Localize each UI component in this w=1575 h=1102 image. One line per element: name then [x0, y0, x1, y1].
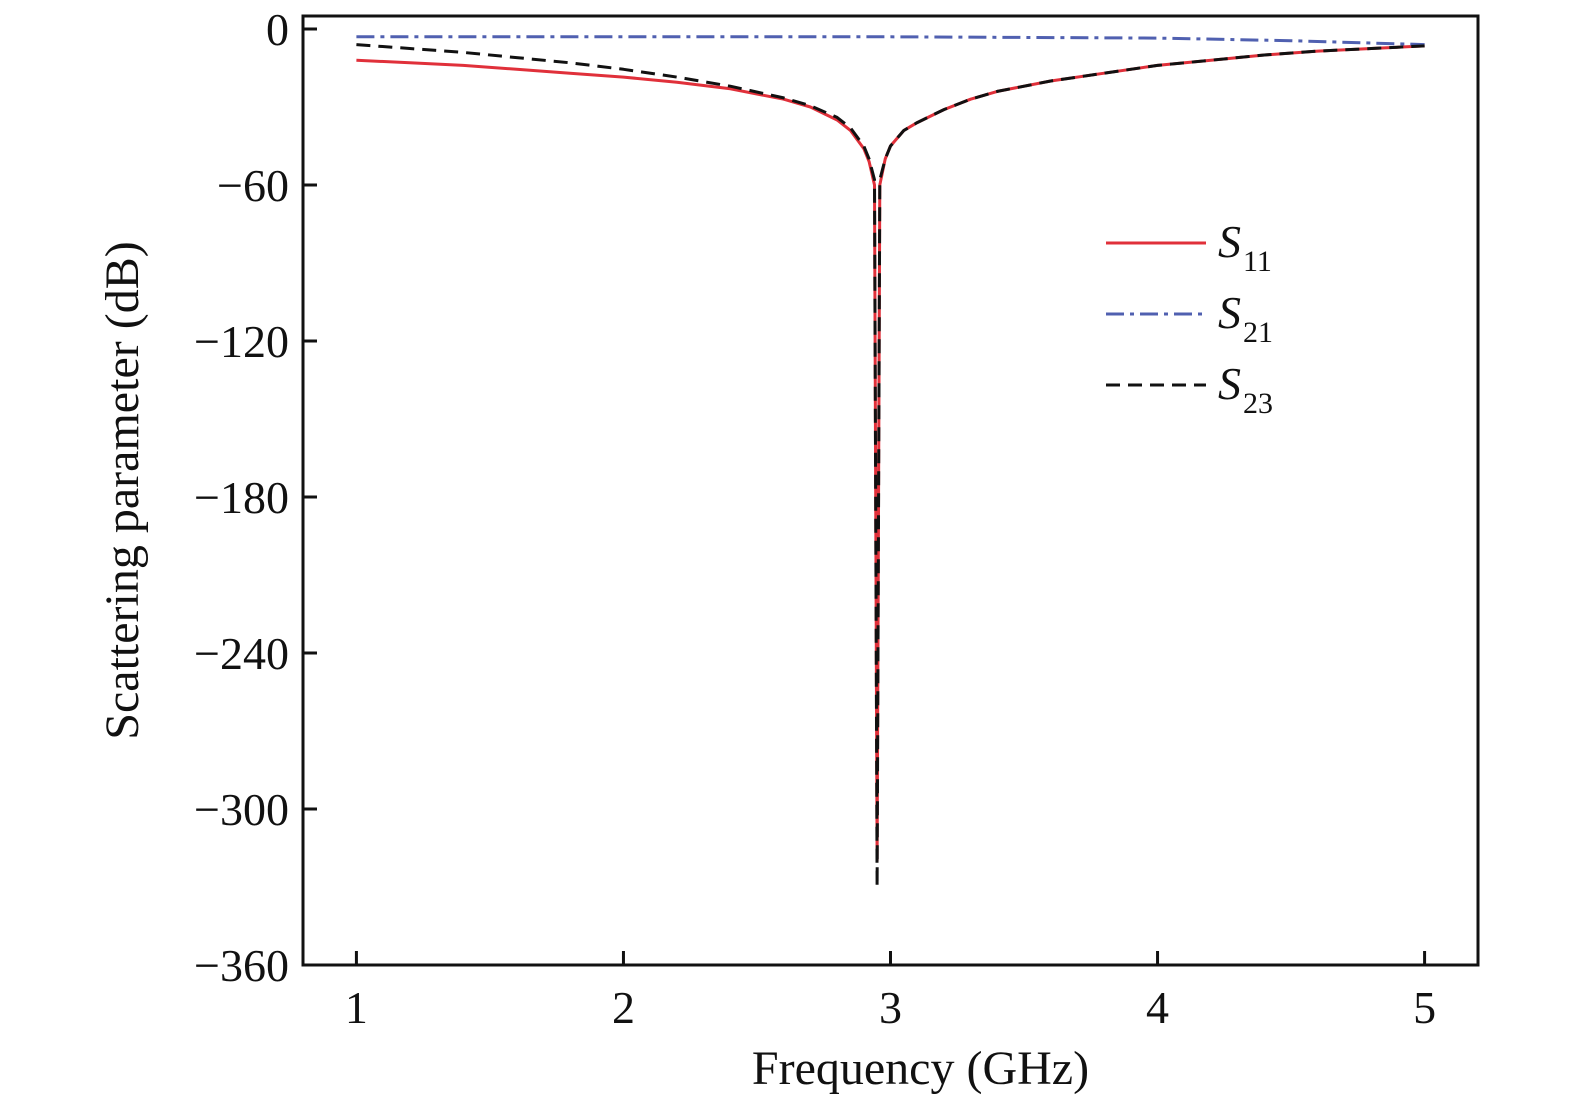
x-tick-label: 1 [345, 982, 368, 1033]
y-tick-label: −60 [217, 160, 289, 211]
y-tick-label: −240 [194, 628, 289, 679]
y-tick-label: −360 [194, 940, 289, 991]
x-tick-label: 4 [1146, 982, 1169, 1033]
legend-label-subscript: 21 [1243, 316, 1273, 349]
legend-label-s11: S11 [1218, 216, 1272, 278]
series-line-s23 [356, 43, 1425, 889]
plot-lines [356, 35, 1425, 889]
legend-label-main: S [1218, 287, 1241, 338]
y-axis-ticks: 0 −60 −120 −180 −240 −300 −360 [194, 4, 317, 991]
legend-label-main: S [1218, 216, 1241, 267]
x-tick-label: 2 [612, 982, 635, 1033]
y-tick-label: −120 [194, 316, 289, 367]
legend-label-s23: S23 [1218, 358, 1273, 420]
legend-label-subscript: 23 [1243, 387, 1273, 420]
y-axis-title: Scattering parameter (dB) [96, 241, 149, 739]
legend-label-main: S [1218, 358, 1241, 409]
x-tick-label: 3 [879, 982, 902, 1033]
y-tick-label: 0 [266, 4, 289, 55]
series-line-s21 [356, 35, 1425, 47]
legend-label-s21: S21 [1218, 287, 1273, 349]
y-tick-label: −180 [194, 472, 289, 523]
legend-label-subscript: 11 [1243, 245, 1272, 278]
x-axis-title: Frequency (GHz) [752, 1042, 1089, 1095]
x-axis-ticks: 1 2 3 4 5 [345, 951, 1436, 1033]
x-tick-label: 5 [1413, 982, 1436, 1033]
y-tick-label: −300 [194, 784, 289, 835]
